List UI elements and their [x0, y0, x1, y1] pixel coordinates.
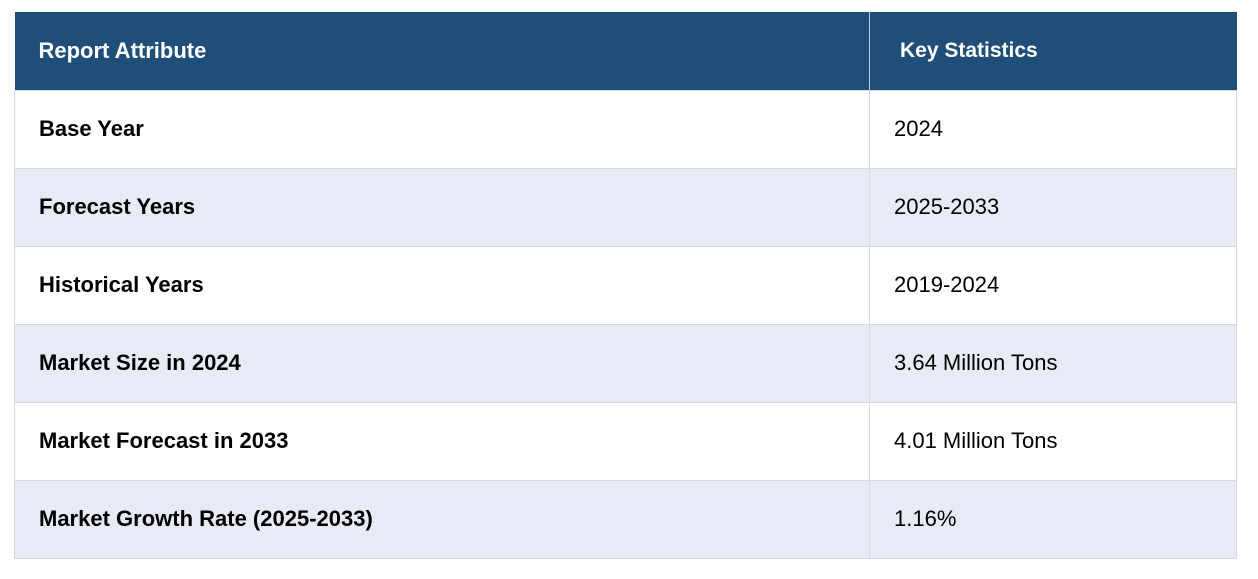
- row-value: 3.64 Million Tons: [869, 323, 1237, 403]
- row-attribute: Market Size in 2024: [14, 323, 870, 403]
- table-row: Market Growth Rate (2025-2033) 1.16%: [14, 479, 1237, 559]
- table-row: Market Forecast in 2033 4.01 Million Ton…: [14, 401, 1237, 481]
- row-value: 4.01 Million Tons: [869, 401, 1237, 481]
- row-attribute: Base Year: [14, 89, 870, 169]
- table-row: Market Size in 2024 3.64 Million Tons: [14, 323, 1237, 403]
- table-row: Historical Years 2019-2024: [14, 245, 1237, 325]
- table-header-row: Report Attribute Key Statistics: [14, 12, 1237, 90]
- row-attribute: Market Forecast in 2033: [14, 401, 870, 481]
- row-value: 2025-2033: [869, 167, 1237, 247]
- table-row: Forecast Years 2025-2033: [14, 167, 1237, 247]
- report-table-container: Report Attribute Key Statistics Base Yea…: [14, 12, 1237, 559]
- row-value: 2024: [869, 89, 1237, 169]
- table-row: Base Year 2024: [14, 89, 1237, 169]
- row-attribute: Historical Years: [14, 245, 870, 325]
- row-attribute: Forecast Years: [14, 167, 870, 247]
- row-value: 2019-2024: [869, 245, 1237, 325]
- row-attribute: Market Growth Rate (2025-2033): [14, 479, 870, 559]
- report-table: Report Attribute Key Statistics Base Yea…: [14, 12, 1237, 559]
- header-key-statistics: Key Statistics: [869, 12, 1237, 90]
- header-report-attribute: Report Attribute: [14, 12, 870, 90]
- row-value: 1.16%: [869, 479, 1237, 559]
